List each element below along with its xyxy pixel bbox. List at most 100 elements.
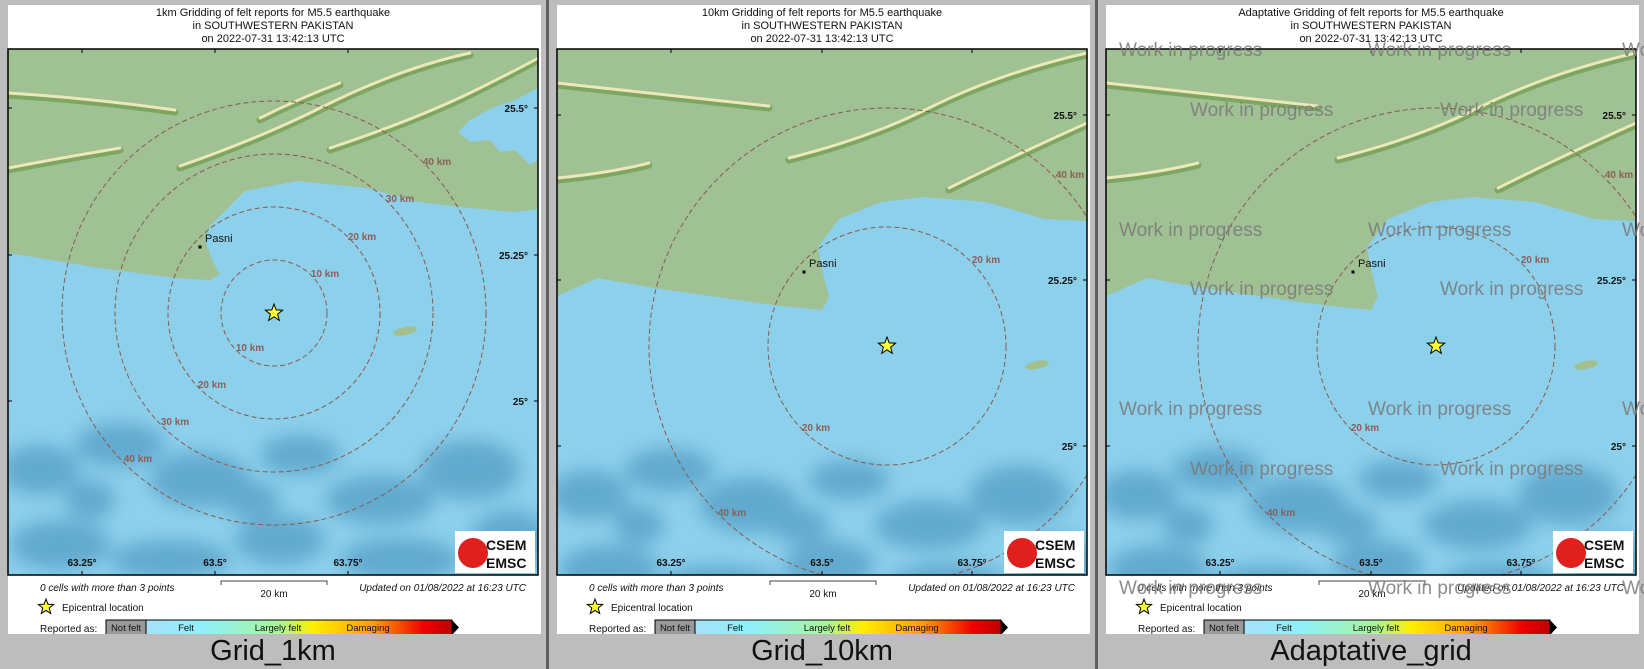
- legend-star-icon: [1135, 597, 1153, 615]
- terrain-ridges: [1106, 51, 1636, 194]
- ring-label: 20 km: [1521, 255, 1549, 266]
- scale-bar: [1318, 580, 1426, 585]
- intensity-class-label: Not felt: [660, 623, 690, 634]
- city-marker-icon: [802, 270, 806, 274]
- svg-text:EMSC: EMSC: [486, 555, 526, 571]
- epicenter-star-icon: [877, 335, 897, 355]
- latitude-tick-label: 25°: [513, 397, 528, 408]
- updated-timestamp: Updated on 01/08/2022 at 16:23 UTC: [359, 583, 527, 594]
- ring-label: 30 km: [161, 417, 189, 428]
- intensity-class-label: Felt: [178, 623, 194, 634]
- title-line-2: in SOUTHWESTERN PAKISTAN: [742, 20, 903, 32]
- map-area[interactable]: 40 km 20 km 20 km 40 km Pasni CSEM EMSC: [1098, 49, 1644, 607]
- intensity-class-label: Largely felt: [255, 623, 302, 634]
- distance-ring-20km: [767, 226, 1007, 466]
- ring-label: 10 km: [311, 269, 339, 280]
- panel-label: Grid_10km: [751, 635, 893, 667]
- ring-label: 40 km: [1605, 170, 1633, 181]
- island: [1574, 360, 1598, 370]
- distance-ring-20km: [167, 206, 381, 420]
- scale-bar: [769, 580, 877, 585]
- watermark-text: Work in progress: [1622, 578, 1644, 599]
- ring-label: 20 km: [1351, 423, 1379, 434]
- watermark-text: Work in progress: [1119, 40, 1262, 61]
- ring-label: 10 km: [236, 343, 264, 354]
- epicenter-star-icon: [1426, 335, 1446, 355]
- ring-label: 20 km: [198, 380, 226, 391]
- city-label: Pasni: [809, 258, 837, 270]
- terrain-ridges: [557, 51, 1087, 194]
- title-line-1: Adaptative Gridding of felt reports for …: [1238, 7, 1503, 19]
- longitude-tick-label: 63.75°: [1506, 558, 1535, 569]
- panel-label: Grid_1km: [210, 635, 336, 667]
- updated-timestamp: Updated on 01/08/2022 at 16:23 UTC: [908, 583, 1076, 594]
- longitude-tick-label: 63.5°: [203, 558, 226, 569]
- svg-text:CSEM: CSEM: [486, 537, 526, 553]
- map-area[interactable]: 40 km 30 km 20 km 10 km 10 km 20 km 30 km 40 km…: [0, 49, 546, 582]
- reported-as-label: Reported as:: [589, 624, 646, 634]
- ring-label: 20 km: [348, 232, 376, 243]
- title-line-2: in SOUTHWESTERN PAKISTAN: [193, 20, 354, 32]
- city-label: Pasni: [205, 233, 233, 245]
- title-line-1: 10km Gridding of felt reports for M5.5 e…: [702, 7, 942, 19]
- terrain-ridges: [8, 51, 538, 174]
- city-marker-icon: [1351, 270, 1355, 274]
- distance-ring-30km: [114, 153, 434, 473]
- color-bar-arrow-icon: [1001, 620, 1008, 634]
- ring-label: 20 km: [972, 255, 1000, 266]
- distance-ring-40km: [61, 100, 487, 526]
- longitude-tick-label: 63.5°: [810, 558, 833, 569]
- cells-note: 0 cells with more than 3 points: [1138, 583, 1273, 594]
- intensity-class-label: Damaging: [346, 623, 389, 634]
- globe-icon: [1007, 538, 1037, 568]
- svg-text:EMSC: EMSC: [1584, 555, 1624, 571]
- scale-bar: [220, 580, 328, 585]
- svg-text:EMSC: EMSC: [1035, 555, 1075, 571]
- latitude-tick-label: 25.5°: [1054, 111, 1077, 122]
- watermark-text: Work in progress: [1190, 100, 1333, 121]
- title-line-3: on 2022-07-31 13:42:13 UTC: [750, 33, 893, 45]
- intensity-class-label: Felt: [727, 623, 743, 634]
- epicenter-legend-label: Epicentral location: [611, 603, 693, 614]
- title-line-1: 1km Gridding of felt reports for M5.5 ea…: [156, 7, 390, 19]
- watermark-text: Work in progress: [1368, 578, 1511, 599]
- map-area[interactable]: 40 km 20 km 20 km 40 km Pasni CSEM EMSC: [549, 49, 1095, 607]
- map-figure: 1km Gridding of felt reports for M5.5 ea…: [0, 5, 546, 634]
- longitude-tick-label: 63.25°: [67, 558, 96, 569]
- latitude-tick-label: 25°: [1611, 442, 1626, 453]
- legend-star-icon: [37, 597, 55, 615]
- map-legend: 0 cells with more than 3 points 20 km Upda…: [37, 580, 527, 634]
- ring-label: 40 km: [423, 157, 451, 168]
- globe-icon: [1556, 538, 1586, 568]
- reported-as-label: Reported as:: [40, 624, 97, 634]
- cells-note: 0 cells with more than 3 points: [40, 583, 175, 594]
- map-title: 1km Gridding of felt reports for M5.5 ea…: [156, 7, 390, 45]
- scale-bar-label: 20 km: [1358, 589, 1385, 600]
- intensity-class-label: Damaging: [1444, 623, 1487, 634]
- title-line-3: on 2022-07-31 13:42:13 UTC: [201, 33, 344, 45]
- csem-emsc-logo: CSEM EMSC: [455, 531, 535, 573]
- watermark-text: Work in progress: [1622, 40, 1644, 61]
- panel-label: Adaptative_grid: [1270, 635, 1472, 667]
- intensity-class-label: Not felt: [111, 623, 141, 634]
- distance-ring-20km: [1316, 226, 1556, 466]
- watermark-text: Work in progress: [1622, 220, 1644, 241]
- watermark-text: Work in progress: [1440, 279, 1583, 300]
- ring-label: 40 km: [718, 508, 746, 519]
- csem-emsc-logo: CSEM EMSC: [1553, 531, 1633, 573]
- scale-bar-label: 20 km: [260, 589, 287, 600]
- svg-text:CSEM: CSEM: [1035, 537, 1075, 553]
- watermark-text: Work in progress: [1119, 578, 1262, 599]
- watermark-text: Work in progress: [1440, 100, 1583, 121]
- distance-ring-10km: [220, 259, 328, 367]
- ring-label: 40 km: [1056, 170, 1084, 181]
- latitude-tick-label: 25.5°: [505, 104, 528, 115]
- longitude-tick-label: 63.25°: [656, 558, 685, 569]
- island: [393, 326, 417, 336]
- epicenter-legend-label: Epicentral location: [62, 603, 144, 614]
- scale-bar-label: 20 km: [809, 589, 836, 600]
- ring-label: 20 km: [802, 423, 830, 434]
- watermark-text: Work in progress: [1368, 40, 1511, 61]
- cells-note: 0 cells with more than 3 points: [589, 583, 724, 594]
- map-frame: [7, 48, 539, 576]
